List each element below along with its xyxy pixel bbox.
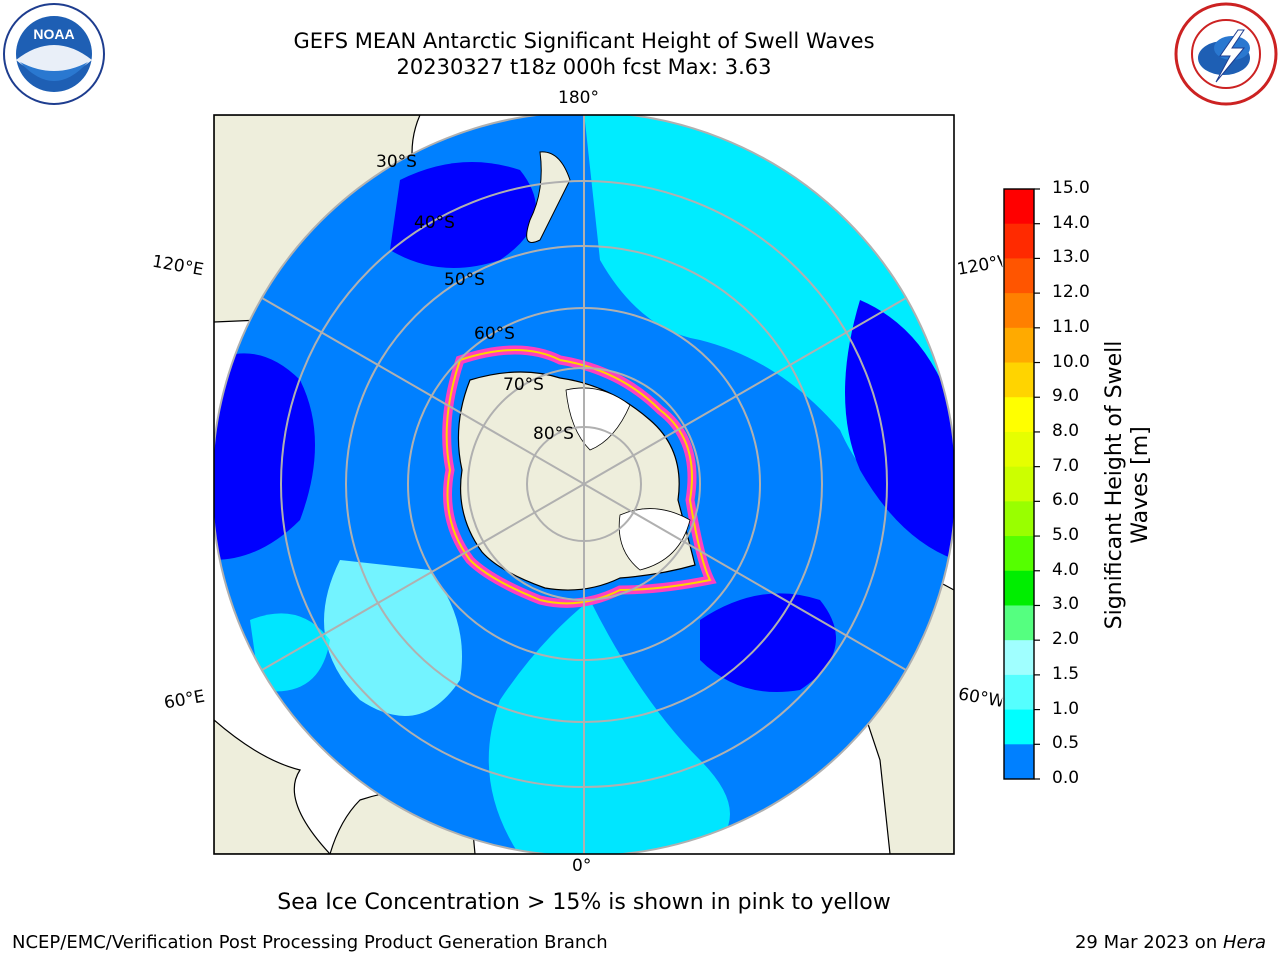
lat-label-50s: 50°S [444,270,485,290]
colorbar-segment [1004,397,1034,433]
low-swell-west [214,353,315,560]
map-border [213,114,955,855]
weddell-ice-shelf [618,508,691,571]
colorbar-segment [1004,223,1034,259]
low-swell-scotia [700,593,836,692]
footer-date: 29 Mar 2023 on Hera [1075,932,1266,953]
colorbar-tick-label: 6.0 [1052,490,1080,511]
colorbar-segment [1004,327,1034,364]
colorbar-segment [1004,640,1034,676]
colorbar-segment [1004,362,1034,398]
footer-system: Hera [1222,932,1266,953]
sea-ice-edge-inner [445,349,712,605]
colorbar-tick-label: 13.0 [1052,247,1090,268]
colorbar [1003,188,1040,780]
colorbar-segment [1004,189,1034,225]
swell-region-south-atlantic [488,600,730,854]
map-frame-area [214,115,954,854]
footer-date-text: 29 Mar 2023 on [1074,932,1223,953]
graticule [214,115,954,854]
colorbar-tick-label: 7.0 [1052,455,1080,476]
lon-label-0: 0° [572,856,592,876]
sea-ice-note: Sea Ice Concentration > 15% is shown in … [277,890,891,915]
colorbar-segment [1004,570,1034,606]
lat-label-80s: 80°S [533,424,574,444]
colorbar-tick-label: 8.0 [1052,420,1080,441]
meridian-60e-120w [261,297,907,671]
lat-label-60s: 60°S [474,324,515,344]
nws-logo [1174,2,1278,106]
low-swell-tasman [390,162,536,268]
colorbar-tick-label: 14.0 [1052,212,1090,233]
lon-label-180: 180° [558,88,599,108]
colorbar-segment [1004,674,1034,711]
colorbar-tick-label: 12.0 [1052,282,1090,303]
noaa-logo: NOAA [3,3,105,105]
colorbar-tick-label: 0.0 [1052,768,1080,788]
colorbar-tick-label: 9.0 [1052,386,1080,407]
colorbar-segment [1004,258,1034,294]
noaa-logo-text: NOAA [33,26,74,42]
swell-region-southwest [250,613,330,692]
colorbar-segment [1004,501,1034,537]
colorbar-segment [1004,744,1034,780]
colorbar-segment [1004,466,1034,502]
colorbar-segment [1004,431,1034,468]
colorbar-tick-label: 2.0 [1052,629,1080,650]
colorbar-tick-label: 0.5 [1052,733,1080,754]
footer-credit: NCEP/EMC/Verification Post Processing Pr… [12,932,608,953]
chart-title: GEFS MEAN Antarctic Significant Height o… [293,29,875,53]
colorbar-tick-label: 1.5 [1052,663,1080,684]
colorbar-border [1003,188,1035,780]
colorbar-segment [1004,293,1034,329]
colorbar-tick-label: 10.0 [1052,351,1090,372]
colorbar-segment [1004,709,1034,745]
colorbar-tick-label: 5.0 [1052,525,1080,546]
colorbar-segment [1004,536,1034,572]
colorbar-tick-label: 15.0 [1052,178,1090,198]
colorbar-tick-label: 11.0 [1052,316,1090,337]
low-swell-east [845,300,954,560]
swell-region-indian [324,560,462,716]
colorbar-tick-label: 1.0 [1052,698,1080,719]
colorbar-segment [1004,605,1034,641]
land-new-zealand [526,151,571,243]
colorbar-tick-label: 4.0 [1052,559,1080,580]
lat-label-40s: 40°S [414,213,455,233]
colorbar-tick-label: 3.0 [1052,594,1080,615]
lat-label-70s: 70°S [503,375,544,395]
chart-subtitle: 20230327 t18z 000h fcst Max: 3.63 [396,55,772,79]
colorbar-label: Significant Height of Swell Waves [m] [1102,340,1153,630]
land-africa [214,719,331,854]
lat-label-30s: 30°S [376,152,417,172]
